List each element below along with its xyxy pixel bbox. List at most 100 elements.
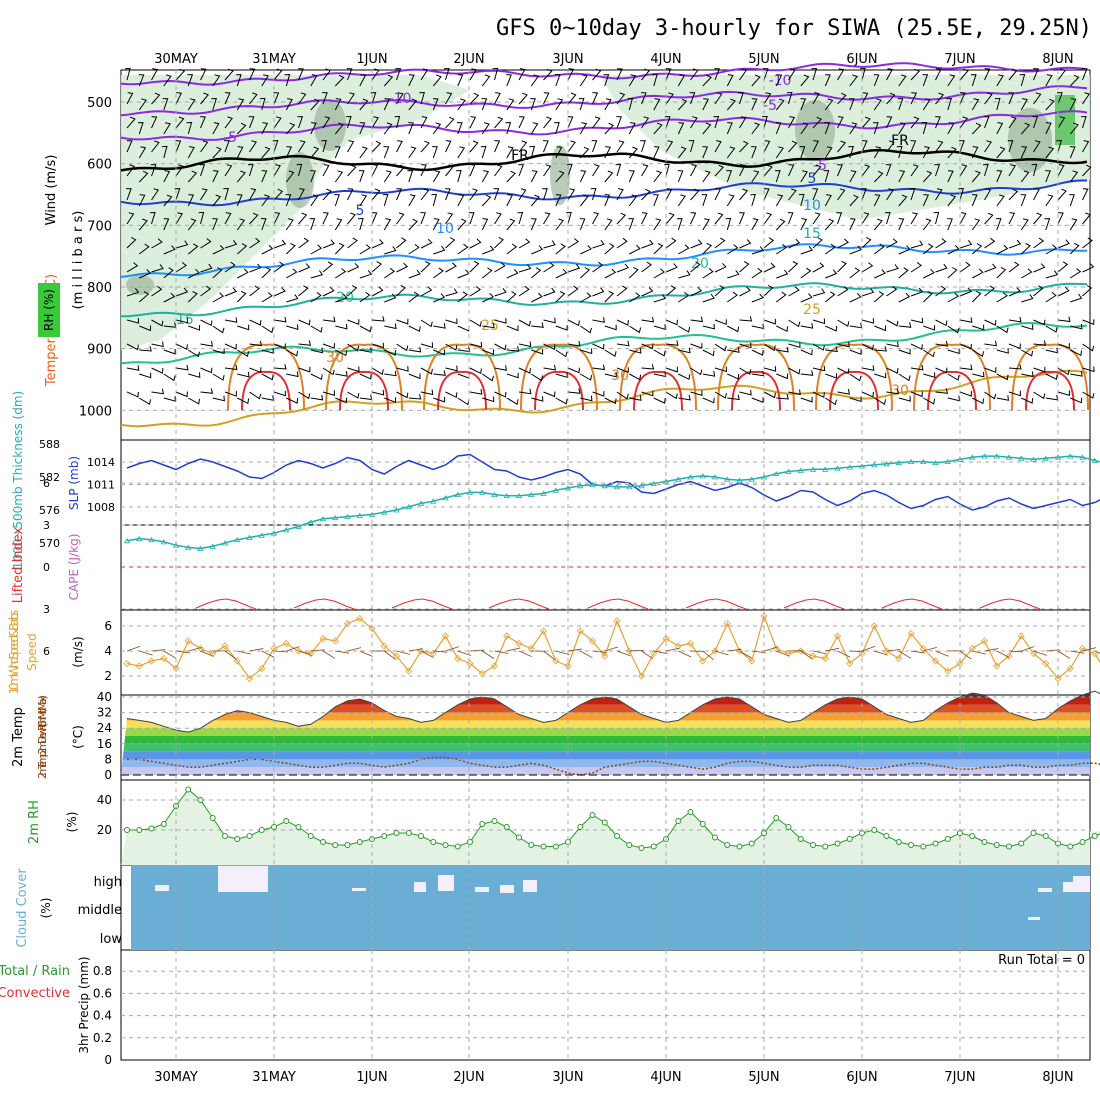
- wind-barb: [544, 117, 552, 128]
- rh2m-marker: [529, 843, 534, 848]
- wind-barb: [960, 391, 971, 396]
- wind-barb: [372, 316, 384, 321]
- wind-barb: [495, 117, 503, 128]
- rh2m-marker: [933, 841, 938, 846]
- precip-tick: 0.4: [93, 1009, 112, 1023]
- temp-tick: 24: [97, 721, 112, 735]
- date-label-top: 30MAY: [154, 52, 198, 67]
- wind-barb: [568, 286, 578, 296]
- wind-barb: [1070, 269, 1080, 279]
- cloud-gap: [438, 875, 454, 891]
- wind-barb: [348, 213, 356, 224]
- wind-barb: [740, 287, 751, 296]
- lifted-index-line: [686, 599, 746, 609]
- wind-barb: [899, 219, 904, 230]
- rh2m-marker: [676, 819, 681, 824]
- wind-barb: [825, 326, 836, 331]
- pressure-tick: 900: [87, 343, 112, 358]
- wind-barb: [850, 219, 855, 230]
- wind-barb: [752, 397, 763, 402]
- wind-barb: [1058, 287, 1069, 296]
- wind-barb: [580, 75, 587, 86]
- wind-barb: [456, 171, 461, 183]
- wind-barb: [1021, 219, 1028, 230]
- wind-barb: [433, 268, 443, 278]
- ylabel-2m-dewpt: 2m Temp 2m DewPt (6hr Min/Max): [36, 695, 49, 779]
- thickness-tick: 576: [39, 504, 60, 517]
- wind10-barb: [127, 646, 140, 651]
- wind-barb: [470, 261, 479, 272]
- rh2m-marker: [210, 816, 215, 821]
- wind-barb: [715, 189, 720, 200]
- wind-barb: [1046, 195, 1053, 206]
- wind-barb: [409, 244, 419, 254]
- wind-barb: [494, 189, 499, 200]
- wind-barb: [1034, 392, 1045, 398]
- wind-barb: [776, 292, 786, 302]
- wind-barb: [470, 239, 481, 248]
- wind-barb: [201, 341, 213, 346]
- rh2m-marker: [798, 837, 803, 842]
- date-label-bottom: 6JUN: [846, 1070, 877, 1085]
- wind-barb: [764, 263, 775, 272]
- wind-barb: [348, 319, 359, 324]
- wind-barb: [1009, 213, 1014, 224]
- contour-label: 15: [803, 226, 821, 242]
- wind-barb: [568, 388, 580, 393]
- wind-barb: [384, 397, 395, 402]
- wind-barb: [237, 372, 249, 377]
- wind-barb: [654, 398, 665, 403]
- wind-barb: [348, 367, 360, 372]
- wind-barb: [666, 320, 677, 325]
- wind-barb: [507, 270, 518, 279]
- wind-barb: [605, 350, 616, 356]
- wind-barb: [874, 270, 885, 279]
- wind-barb: [446, 392, 457, 397]
- wind-barb: [972, 269, 983, 278]
- wind-barb: [311, 292, 321, 302]
- wind-barb: [727, 292, 737, 302]
- wind-barb: [654, 324, 666, 329]
- wind-barb: [985, 320, 996, 325]
- wind-barb: [960, 317, 972, 322]
- ylabel-2m-temp: 2m Temp: [11, 707, 26, 767]
- cloud-gap: [1028, 917, 1040, 920]
- wind-barb: [678, 374, 689, 379]
- wind-barb: [972, 219, 979, 230]
- wind-barb: [825, 219, 833, 230]
- wind-barb: [213, 326, 224, 333]
- wind-barb: [458, 326, 469, 331]
- wind-barb: [323, 240, 334, 248]
- wind-barb: [666, 340, 678, 345]
- wind-barb: [899, 374, 910, 380]
- wind-barb: [813, 289, 825, 296]
- wind-barb: [507, 373, 518, 378]
- wind-barb: [593, 344, 604, 349]
- wind-barb: [899, 322, 911, 327]
- pressure-tick: 700: [87, 219, 112, 234]
- wind-barb: [1009, 240, 1020, 248]
- wind-barb: [274, 317, 286, 322]
- wind-barb: [519, 286, 529, 296]
- contour-label: 10: [436, 221, 454, 237]
- rh2m-marker: [896, 840, 901, 845]
- wind-barb: [482, 219, 487, 230]
- wind-barb: [544, 241, 556, 248]
- wind-barb: [838, 239, 849, 248]
- wind-barb: [495, 213, 502, 224]
- rh2m-marker: [504, 825, 509, 830]
- wind-barb: [323, 390, 335, 395]
- date-label-bottom: 30MAY: [154, 1070, 198, 1085]
- wind-barb: [752, 324, 764, 329]
- wind-barb: [433, 323, 445, 328]
- wind-barb: [678, 326, 689, 332]
- wind-barb: [225, 288, 236, 296]
- wind-barb: [127, 365, 139, 370]
- wind-barb: [788, 213, 793, 224]
- rh2m-marker: [1080, 840, 1085, 845]
- cloud-gap: [475, 887, 489, 892]
- wind-barb: [470, 287, 480, 297]
- wind10-barb: [715, 651, 728, 655]
- wind-barb: [397, 141, 403, 152]
- wind-barb: [605, 291, 613, 302]
